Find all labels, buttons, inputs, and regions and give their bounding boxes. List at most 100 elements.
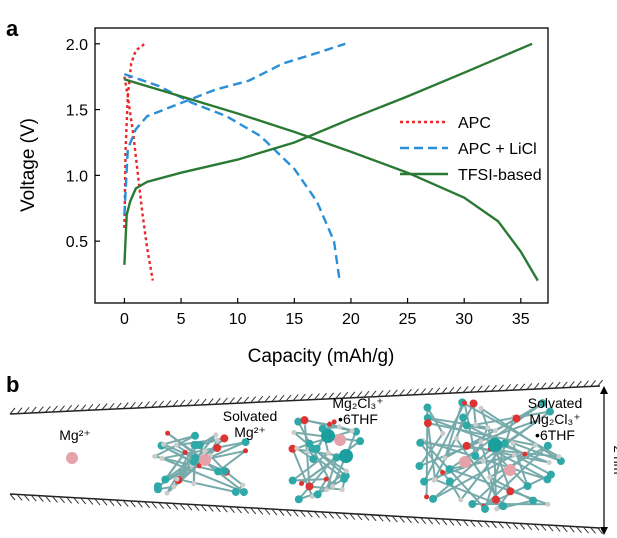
wall-hatch	[469, 385, 476, 393]
wall-hatch	[292, 394, 299, 401]
wall-hatch	[483, 385, 490, 392]
atom	[153, 485, 162, 494]
atom	[543, 475, 552, 484]
wall-hatch	[420, 388, 427, 395]
wall-hatch	[448, 518, 455, 526]
bond	[489, 447, 548, 481]
wall-hatch	[377, 514, 384, 522]
wall-hatch	[363, 514, 370, 521]
wall-hatch	[108, 499, 115, 507]
wall-hatch	[278, 509, 285, 516]
atom	[213, 443, 222, 452]
wall-hatch	[526, 523, 533, 531]
atom	[196, 463, 202, 469]
atom	[325, 450, 331, 456]
wall-hatch	[115, 402, 122, 410]
species-label: •6THF	[535, 427, 575, 443]
wall-hatch	[172, 399, 179, 407]
atom	[510, 440, 516, 446]
wall-hatch	[370, 514, 377, 522]
atom	[220, 466, 229, 475]
atom	[523, 482, 532, 491]
bond	[426, 423, 437, 480]
atom	[309, 455, 318, 464]
wall-hatch	[321, 511, 327, 519]
wall-hatch	[342, 391, 349, 399]
wall-hatch	[299, 510, 306, 518]
wall-hatch	[597, 527, 604, 535]
wall-hatch	[349, 391, 356, 399]
wall-hatch	[236, 396, 242, 404]
cl-atom	[339, 449, 353, 463]
bond	[455, 438, 505, 507]
wall-hatch	[491, 384, 497, 392]
wall-hatch	[399, 389, 405, 396]
wall-hatch	[23, 407, 30, 414]
atom	[291, 429, 297, 435]
atom	[416, 438, 425, 447]
wall-hatch	[165, 400, 172, 407]
atom	[511, 452, 517, 458]
x-axis-label: Capacity (mAh/g)	[248, 346, 395, 367]
atom	[506, 487, 515, 496]
wall-hatch	[30, 406, 37, 414]
atom	[481, 504, 490, 513]
wall-hatch	[314, 511, 320, 518]
atom	[220, 434, 229, 443]
x-tick-label: 30	[455, 311, 473, 328]
legend-label: TFSI-based	[458, 167, 542, 184]
atom	[546, 460, 552, 466]
wall-hatch	[37, 406, 44, 413]
wall-hatch	[498, 521, 504, 529]
wall-hatch	[144, 501, 150, 509]
wall-hatch	[9, 407, 16, 415]
y-axis-label: Voltage (V)	[18, 118, 39, 212]
wall-hatch	[554, 381, 561, 389]
x-tick-label: 25	[399, 311, 417, 328]
atom	[538, 399, 547, 408]
wall-hatch	[101, 403, 108, 410]
wall-hatch	[193, 398, 200, 406]
x-tick-label: 0	[120, 311, 129, 328]
wall-hatch	[45, 495, 51, 503]
wall-hatch	[257, 395, 264, 403]
bond	[163, 434, 196, 446]
atom	[429, 494, 438, 503]
atom	[343, 468, 349, 474]
bond	[463, 402, 477, 457]
wall-hatch	[335, 392, 342, 399]
atom	[214, 437, 220, 443]
wall-hatch	[583, 380, 589, 388]
wall-hatch	[526, 383, 533, 390]
species-label: Mg₂Cl₃⁺	[529, 411, 580, 427]
wall-hatch	[391, 515, 398, 523]
bond	[176, 478, 237, 493]
wall-hatch	[314, 393, 320, 400]
atom	[491, 495, 500, 504]
atom	[500, 439, 509, 448]
x-tick-label: 20	[342, 311, 360, 328]
wall-hatch	[434, 518, 441, 525]
wall-hatch	[236, 506, 242, 514]
atom	[288, 444, 297, 453]
atom	[324, 487, 330, 493]
atom	[453, 436, 459, 442]
scale-label: 2 nm	[611, 446, 617, 475]
wall-hatch	[299, 393, 306, 401]
atom	[529, 496, 538, 505]
atom	[420, 477, 429, 486]
wall-hatch	[413, 388, 419, 396]
atom	[440, 469, 446, 475]
atom	[191, 431, 200, 440]
atom	[330, 483, 336, 489]
atom	[299, 480, 305, 486]
wall-hatch	[406, 388, 412, 396]
wall-hatch	[45, 405, 51, 413]
wall-hatch	[498, 384, 504, 392]
wall-hatch	[257, 507, 264, 515]
atom	[445, 477, 454, 486]
channel-wall	[9, 385, 601, 415]
atom	[485, 425, 491, 431]
wall-hatch	[568, 381, 575, 388]
wall-hatch	[193, 504, 200, 511]
